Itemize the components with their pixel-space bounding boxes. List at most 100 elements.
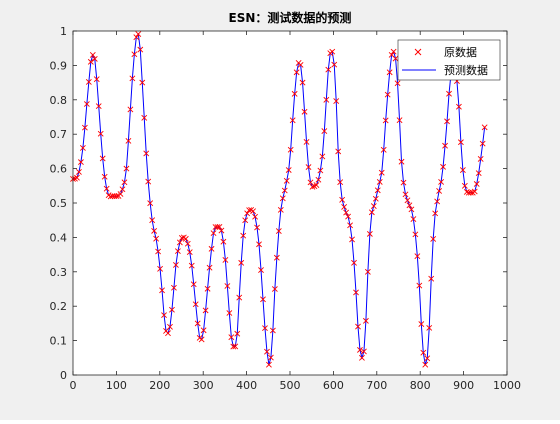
data-point-original <box>380 146 387 153</box>
data-point-original <box>430 236 437 242</box>
data-point-original <box>392 55 399 62</box>
data-point-original <box>281 187 288 194</box>
y-tick-label: 0.2 <box>50 300 68 313</box>
x-tick-label: 700 <box>366 379 387 392</box>
data-point-original <box>202 307 209 314</box>
data-point-original <box>457 139 464 146</box>
data-point-original <box>412 231 419 238</box>
data-point-original <box>139 79 146 86</box>
data-point-original <box>85 79 92 85</box>
data-point-original <box>269 327 276 334</box>
data-point-original <box>87 58 94 65</box>
data-point-original <box>459 167 466 173</box>
data-point-original <box>254 224 260 231</box>
data-point-original <box>317 167 324 174</box>
data-point-original <box>299 79 306 86</box>
data-point-original <box>256 241 262 248</box>
data-point-original <box>101 173 108 180</box>
data-point-original <box>291 90 298 97</box>
x-tick-label: 400 <box>236 379 257 392</box>
data-point-original <box>345 213 352 220</box>
data-point-original <box>420 349 427 356</box>
data-point-original <box>204 285 211 292</box>
data-point-original <box>129 75 136 82</box>
data-point-original <box>262 325 268 332</box>
y-tick-label: 0.7 <box>50 128 68 141</box>
data-point-original <box>481 124 488 131</box>
data-point-original <box>319 153 326 160</box>
data-point-original <box>153 235 160 242</box>
data-point-original <box>74 174 80 181</box>
data-point-original <box>323 96 330 103</box>
y-tick-label: 0 <box>60 369 67 382</box>
data-point-original <box>455 103 462 110</box>
y-tick-label: 0.1 <box>50 335 68 348</box>
data-point-original <box>390 48 397 55</box>
data-point-original <box>125 137 132 144</box>
data-point-original <box>161 312 167 319</box>
data-point-original <box>303 139 310 145</box>
data-point-original <box>424 355 431 362</box>
data-point-original <box>81 124 88 131</box>
data-point-original <box>145 178 152 185</box>
legend-label-predicted: 预测数据 <box>444 63 488 77</box>
data-point-original <box>297 61 304 68</box>
data-point-original <box>394 80 401 87</box>
data-point-original <box>418 321 425 327</box>
data-point-original <box>368 209 375 216</box>
data-point-original <box>252 213 258 220</box>
data-point-original <box>364 268 371 275</box>
data-point-original <box>374 187 381 194</box>
data-point-original <box>135 31 142 37</box>
data-point-original <box>434 198 441 205</box>
legend-marker-original <box>414 48 422 56</box>
data-point-original <box>149 217 156 224</box>
data-point-original <box>408 206 415 213</box>
chart-title: ESN：测试数据的预测 <box>229 10 352 25</box>
x-tick-label: 200 <box>149 379 170 392</box>
data-point-original <box>325 66 332 73</box>
data-point-original <box>157 265 163 272</box>
legend: 原数据 预测数据 <box>397 39 501 81</box>
data-point-original <box>182 235 189 242</box>
x-tick-label: 100 <box>106 379 127 392</box>
data-point-original <box>414 253 421 260</box>
data-point-original <box>273 254 280 261</box>
data-point-original <box>171 284 177 291</box>
data-point-original <box>436 188 443 194</box>
data-point-original <box>432 210 439 217</box>
data-point-original <box>242 217 249 224</box>
data-point-original <box>200 327 207 334</box>
data-point-original <box>208 245 215 252</box>
data-point-original <box>95 103 102 110</box>
data-point-original <box>475 170 482 177</box>
data-point-original <box>353 289 359 296</box>
data-point-original <box>155 248 162 255</box>
data-point-original <box>206 264 213 271</box>
data-point-original <box>99 155 106 162</box>
legend-label-original: 原数据 <box>444 45 477 59</box>
data-point-original <box>337 179 344 186</box>
data-point-original <box>91 55 98 62</box>
data-point-original <box>141 114 148 121</box>
data-point-original <box>289 117 296 124</box>
data-point-original <box>293 69 300 76</box>
x-tick-label: 0 <box>70 379 77 392</box>
y-tick-label: 0.6 <box>50 163 68 176</box>
series-layer <box>70 31 488 368</box>
data-point-original <box>410 216 417 222</box>
data-point-original <box>384 91 391 98</box>
data-point-original <box>169 306 175 313</box>
data-point-original <box>226 310 233 316</box>
x-tick-label: 300 <box>193 379 214 392</box>
data-point-original <box>83 101 90 107</box>
data-point-original <box>357 346 363 353</box>
data-point-original <box>305 164 312 170</box>
data-point-original <box>121 179 128 186</box>
data-point-original <box>287 146 294 153</box>
data-point-original <box>359 354 365 361</box>
data-point-original <box>362 317 369 324</box>
y-tick-label: 0.9 <box>50 59 68 72</box>
